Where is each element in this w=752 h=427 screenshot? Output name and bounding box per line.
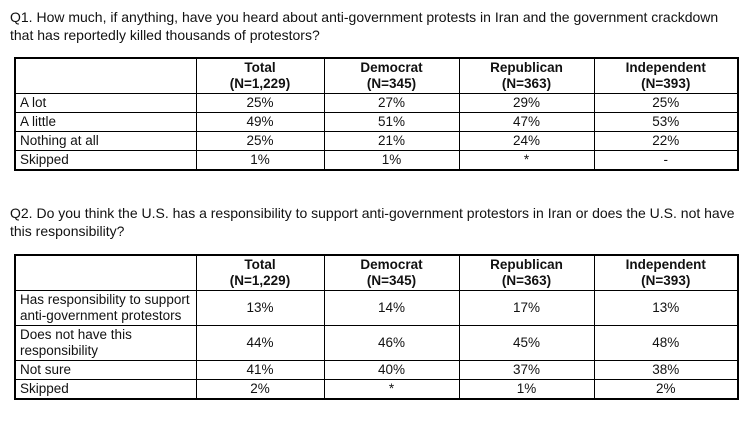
value-cell: 25% bbox=[195, 131, 325, 151]
q2-results-table: Total (N=1,229) Democrat (N=345) Republi… bbox=[14, 254, 739, 400]
value-cell: 48% bbox=[593, 325, 739, 361]
column-header-republican: Republican (N=363) bbox=[458, 254, 595, 291]
value-cell: 53% bbox=[593, 112, 739, 132]
value-cell: 13% bbox=[195, 290, 325, 326]
value-cell: 49% bbox=[195, 112, 325, 132]
value-cell: 38% bbox=[593, 360, 739, 380]
column-n: (N=393) bbox=[641, 273, 691, 288]
row-label: Skipped bbox=[14, 150, 197, 171]
value-cell: 46% bbox=[323, 325, 460, 361]
value-cell: 13% bbox=[593, 290, 739, 326]
column-label: Republican bbox=[490, 257, 563, 272]
table-row: A lot 25% 27% 29% 25% bbox=[14, 93, 739, 113]
value-cell: 17% bbox=[458, 290, 595, 326]
column-n: (N=345) bbox=[366, 273, 417, 288]
column-header-total: Total (N=1,229) bbox=[195, 57, 325, 94]
value-cell: * bbox=[323, 379, 460, 400]
column-label: Independent bbox=[625, 257, 706, 272]
table-row: Nothing at all 25% 21% 24% 22% bbox=[14, 131, 739, 151]
value-cell: 27% bbox=[323, 93, 460, 113]
document-page: Q1. How much, if anything, have you hear… bbox=[10, 8, 742, 400]
q1-section: Q1. How much, if anything, have you hear… bbox=[10, 8, 742, 44]
column-header-independent: Independent (N=393) bbox=[593, 254, 739, 291]
q1-question-text: Q1. How much, if anything, have you hear… bbox=[10, 9, 719, 43]
table-row: Skipped 2% * 1% 2% bbox=[14, 379, 739, 400]
column-n: (N=1,229) bbox=[229, 273, 291, 288]
row-label: A lot bbox=[14, 93, 197, 113]
value-cell: 1% bbox=[458, 379, 595, 400]
q1-results-table: Total (N=1,229) Democrat (N=345) Republi… bbox=[14, 57, 739, 171]
corner-cell bbox=[14, 57, 197, 94]
table-row: A little 49% 51% 47% 53% bbox=[14, 112, 739, 132]
value-cell: 1% bbox=[195, 150, 325, 171]
column-n: (N=363) bbox=[501, 76, 552, 91]
column-label: Republican bbox=[490, 60, 563, 75]
value-cell: 29% bbox=[458, 93, 595, 113]
value-cell: 40% bbox=[323, 360, 460, 380]
value-cell: * bbox=[458, 150, 595, 171]
value-cell: 45% bbox=[458, 325, 595, 361]
column-header-democrat: Democrat (N=345) bbox=[323, 254, 460, 291]
corner-cell bbox=[14, 254, 197, 291]
value-cell: 47% bbox=[458, 112, 595, 132]
column-header-democrat: Democrat (N=345) bbox=[323, 57, 460, 94]
column-n: (N=1,229) bbox=[229, 76, 291, 91]
q1-header-row: Total (N=1,229) Democrat (N=345) Republi… bbox=[14, 57, 739, 94]
column-label: Total bbox=[244, 257, 276, 272]
column-label: Total bbox=[244, 60, 276, 75]
value-cell: 14% bbox=[323, 290, 460, 326]
table-row: Skipped 1% 1% * - bbox=[14, 150, 739, 171]
table-row: Has responsibility to support anti-gover… bbox=[14, 290, 739, 326]
value-cell: 21% bbox=[323, 131, 460, 151]
q2-section: Q2. Do you think the U.S. has a responsi… bbox=[10, 204, 742, 240]
column-label: Democrat bbox=[360, 60, 423, 75]
value-cell: 2% bbox=[593, 379, 739, 400]
column-header-republican: Republican (N=363) bbox=[458, 57, 595, 94]
value-cell: 37% bbox=[458, 360, 595, 380]
row-label: Not sure bbox=[14, 360, 197, 380]
value-cell: 1% bbox=[323, 150, 460, 171]
value-cell: 2% bbox=[195, 379, 325, 400]
row-label: Does not have this responsibility bbox=[14, 325, 197, 361]
column-header-total: Total (N=1,229) bbox=[195, 254, 325, 291]
column-n: (N=345) bbox=[366, 76, 417, 91]
value-cell: - bbox=[593, 150, 739, 171]
table-row: Not sure 41% 40% 37% 38% bbox=[14, 360, 739, 380]
row-label: Nothing at all bbox=[14, 131, 197, 151]
value-cell: 41% bbox=[195, 360, 325, 380]
column-n: (N=393) bbox=[641, 76, 691, 91]
q2-question-text: Q2. Do you think the U.S. has a responsi… bbox=[10, 205, 735, 239]
table-row: Does not have this responsibility 44% 46… bbox=[14, 325, 739, 361]
column-header-independent: Independent (N=393) bbox=[593, 57, 739, 94]
value-cell: 25% bbox=[593, 93, 739, 113]
value-cell: 51% bbox=[323, 112, 460, 132]
q2-header-row: Total (N=1,229) Democrat (N=345) Republi… bbox=[14, 254, 739, 291]
row-label: Has responsibility to support anti-gover… bbox=[14, 290, 197, 326]
column-label: Independent bbox=[625, 60, 706, 75]
column-label: Democrat bbox=[360, 257, 423, 272]
row-label: Skipped bbox=[14, 379, 197, 400]
value-cell: 44% bbox=[195, 325, 325, 361]
row-label: A little bbox=[14, 112, 197, 132]
value-cell: 24% bbox=[458, 131, 595, 151]
value-cell: 22% bbox=[593, 131, 739, 151]
column-n: (N=363) bbox=[501, 273, 552, 288]
value-cell: 25% bbox=[195, 93, 325, 113]
